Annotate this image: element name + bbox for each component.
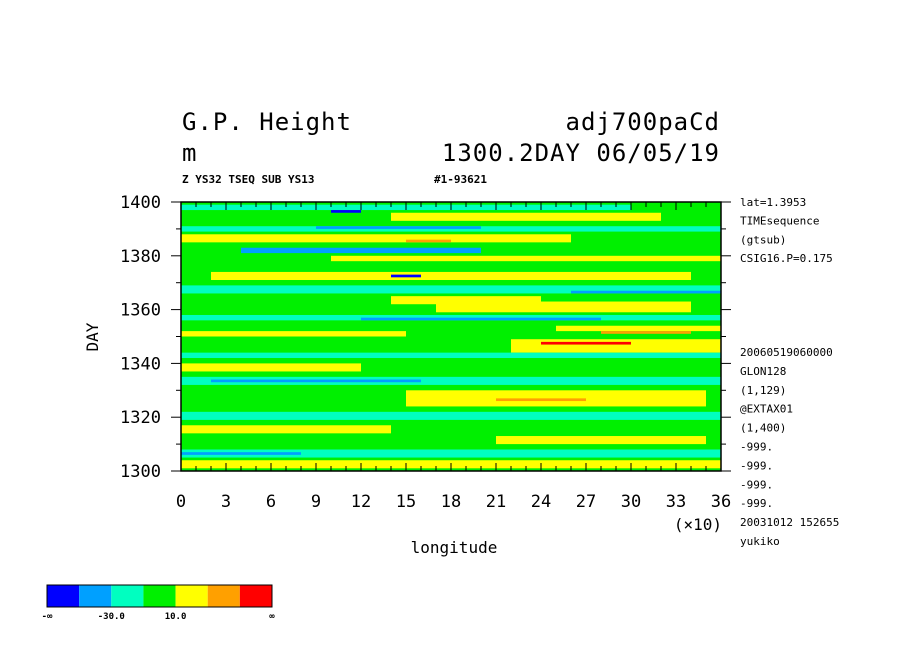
side-info-line: GLON128 [740,365,786,378]
variable-name: adj700paCd [566,108,721,136]
time-label: 1300.2DAY 06/05/19 [442,139,720,167]
y-tick-label: 1300 [120,462,161,482]
x-multiplier-label: (×10) [674,515,722,534]
side-info-line: (1,129) [740,384,786,397]
side-info-line: TIMEsequence [740,215,819,228]
colorbar-swatch [47,585,80,607]
x-tick-label: 3 [221,492,231,512]
colorbar-swatch [143,585,176,607]
x-tick-label: 18 [441,492,461,512]
side-info-line: -999. [740,459,773,472]
x-tick-label: 33 [666,492,686,512]
heatmap-streak [181,363,361,372]
heatmap-streak [571,290,721,294]
unit-label: m [182,139,197,167]
x-tick-label: 12 [351,492,371,512]
heatmap-streak [331,210,361,213]
heatmap-streak [181,331,406,337]
heatmap-streak [181,234,571,243]
x-tick-label: 24 [531,492,551,512]
side-info-line: @EXTAX01 [740,403,793,416]
heatmap-streak [211,271,691,281]
x-tick-label: 21 [486,492,506,512]
heatmap-streak [181,285,721,294]
colorbar-swatch [79,585,112,607]
heatmap-streak [181,411,721,420]
subtitle-right: #1-93621 [434,173,487,186]
heatmap-streak [181,452,301,455]
side-info-line: (1,400) [740,422,786,435]
heatmap-streak [181,449,721,458]
heatmap-streak [241,247,481,254]
plot-axes: 0 3 6 9 12 15 18 21 24 27 30 33 36130013201340136013… [120,193,731,512]
y-tick-label: 1320 [120,408,161,428]
x-tick-label: 9 [311,492,321,512]
side-info-line: -999. [740,497,773,510]
heatmap-streak [316,226,481,229]
y-tick-label: 1360 [120,301,161,321]
heatmap-streak [361,317,601,321]
x-tick-label: 30 [621,492,641,512]
colorbar-label: -∞ [42,612,53,622]
colorbar-label: -30.0 [98,612,125,622]
x-tick-label: 36 [711,492,731,512]
heatmap-streak [181,425,391,434]
heatmap-streak [436,301,691,313]
chart-title: G.P. Height [182,108,352,136]
colorbar-swatch [239,585,272,607]
heatmap-streak [331,255,721,262]
side-info-panel: lat=1.3953 TIMEsequence (gtsub) CSIG16.P=0.… [740,196,839,548]
heatmap-streak [211,379,421,383]
y-tick-label: 1380 [120,247,161,267]
subtitle-left: Z YS32 TSEQ SUB YS13 [182,173,314,186]
side-info-line: -999. [740,478,773,491]
heatmap-streak [541,341,631,345]
heatmap-streak [391,274,421,278]
side-info-line: 20031012 152655 [740,516,839,529]
side-info-line: lat=1.3953 [740,196,806,209]
heatmap-streak [181,376,721,385]
side-info-line: CSIG16.P=0.175 [740,252,833,265]
y-tick-label: 1400 [120,193,161,213]
colorbar-frame [46,584,273,608]
heatmap-streak [391,212,661,221]
side-info-line: -999. [740,441,773,454]
x-tick-label: 15 [396,492,416,512]
x-tick-label: 0 [176,492,186,512]
colorbar-label: 10.0 [165,612,187,622]
colorbar: -∞ -30.0 10.0 ∞ [42,584,275,622]
x-tick-label: 27 [576,492,596,512]
heatmap-field [181,202,721,471]
side-info-line: yukiko [740,535,780,548]
heatmap-streak [556,325,721,332]
x-axis-label: longitude [411,538,498,557]
colorbar-swatch [207,585,240,607]
heatmap-streak [391,296,541,305]
heatmap-streak [181,352,721,359]
heatmap-streak [511,339,721,353]
y-tick-label: 1340 [120,354,161,374]
heatmap-streak [496,398,586,402]
heatmap-streak [601,331,691,334]
x-tick-label: 6 [266,492,276,512]
colorbar-swatch [111,585,144,607]
colorbar-label: ∞ [269,612,275,622]
side-info-line: 20060519060000 [740,346,833,359]
y-axis-label: DAY [83,322,102,351]
side-info-line: (gtsub) [740,233,786,246]
colorbar-swatch [175,585,208,607]
heatmap-streak [406,239,451,243]
heatmap-streak [496,436,706,445]
